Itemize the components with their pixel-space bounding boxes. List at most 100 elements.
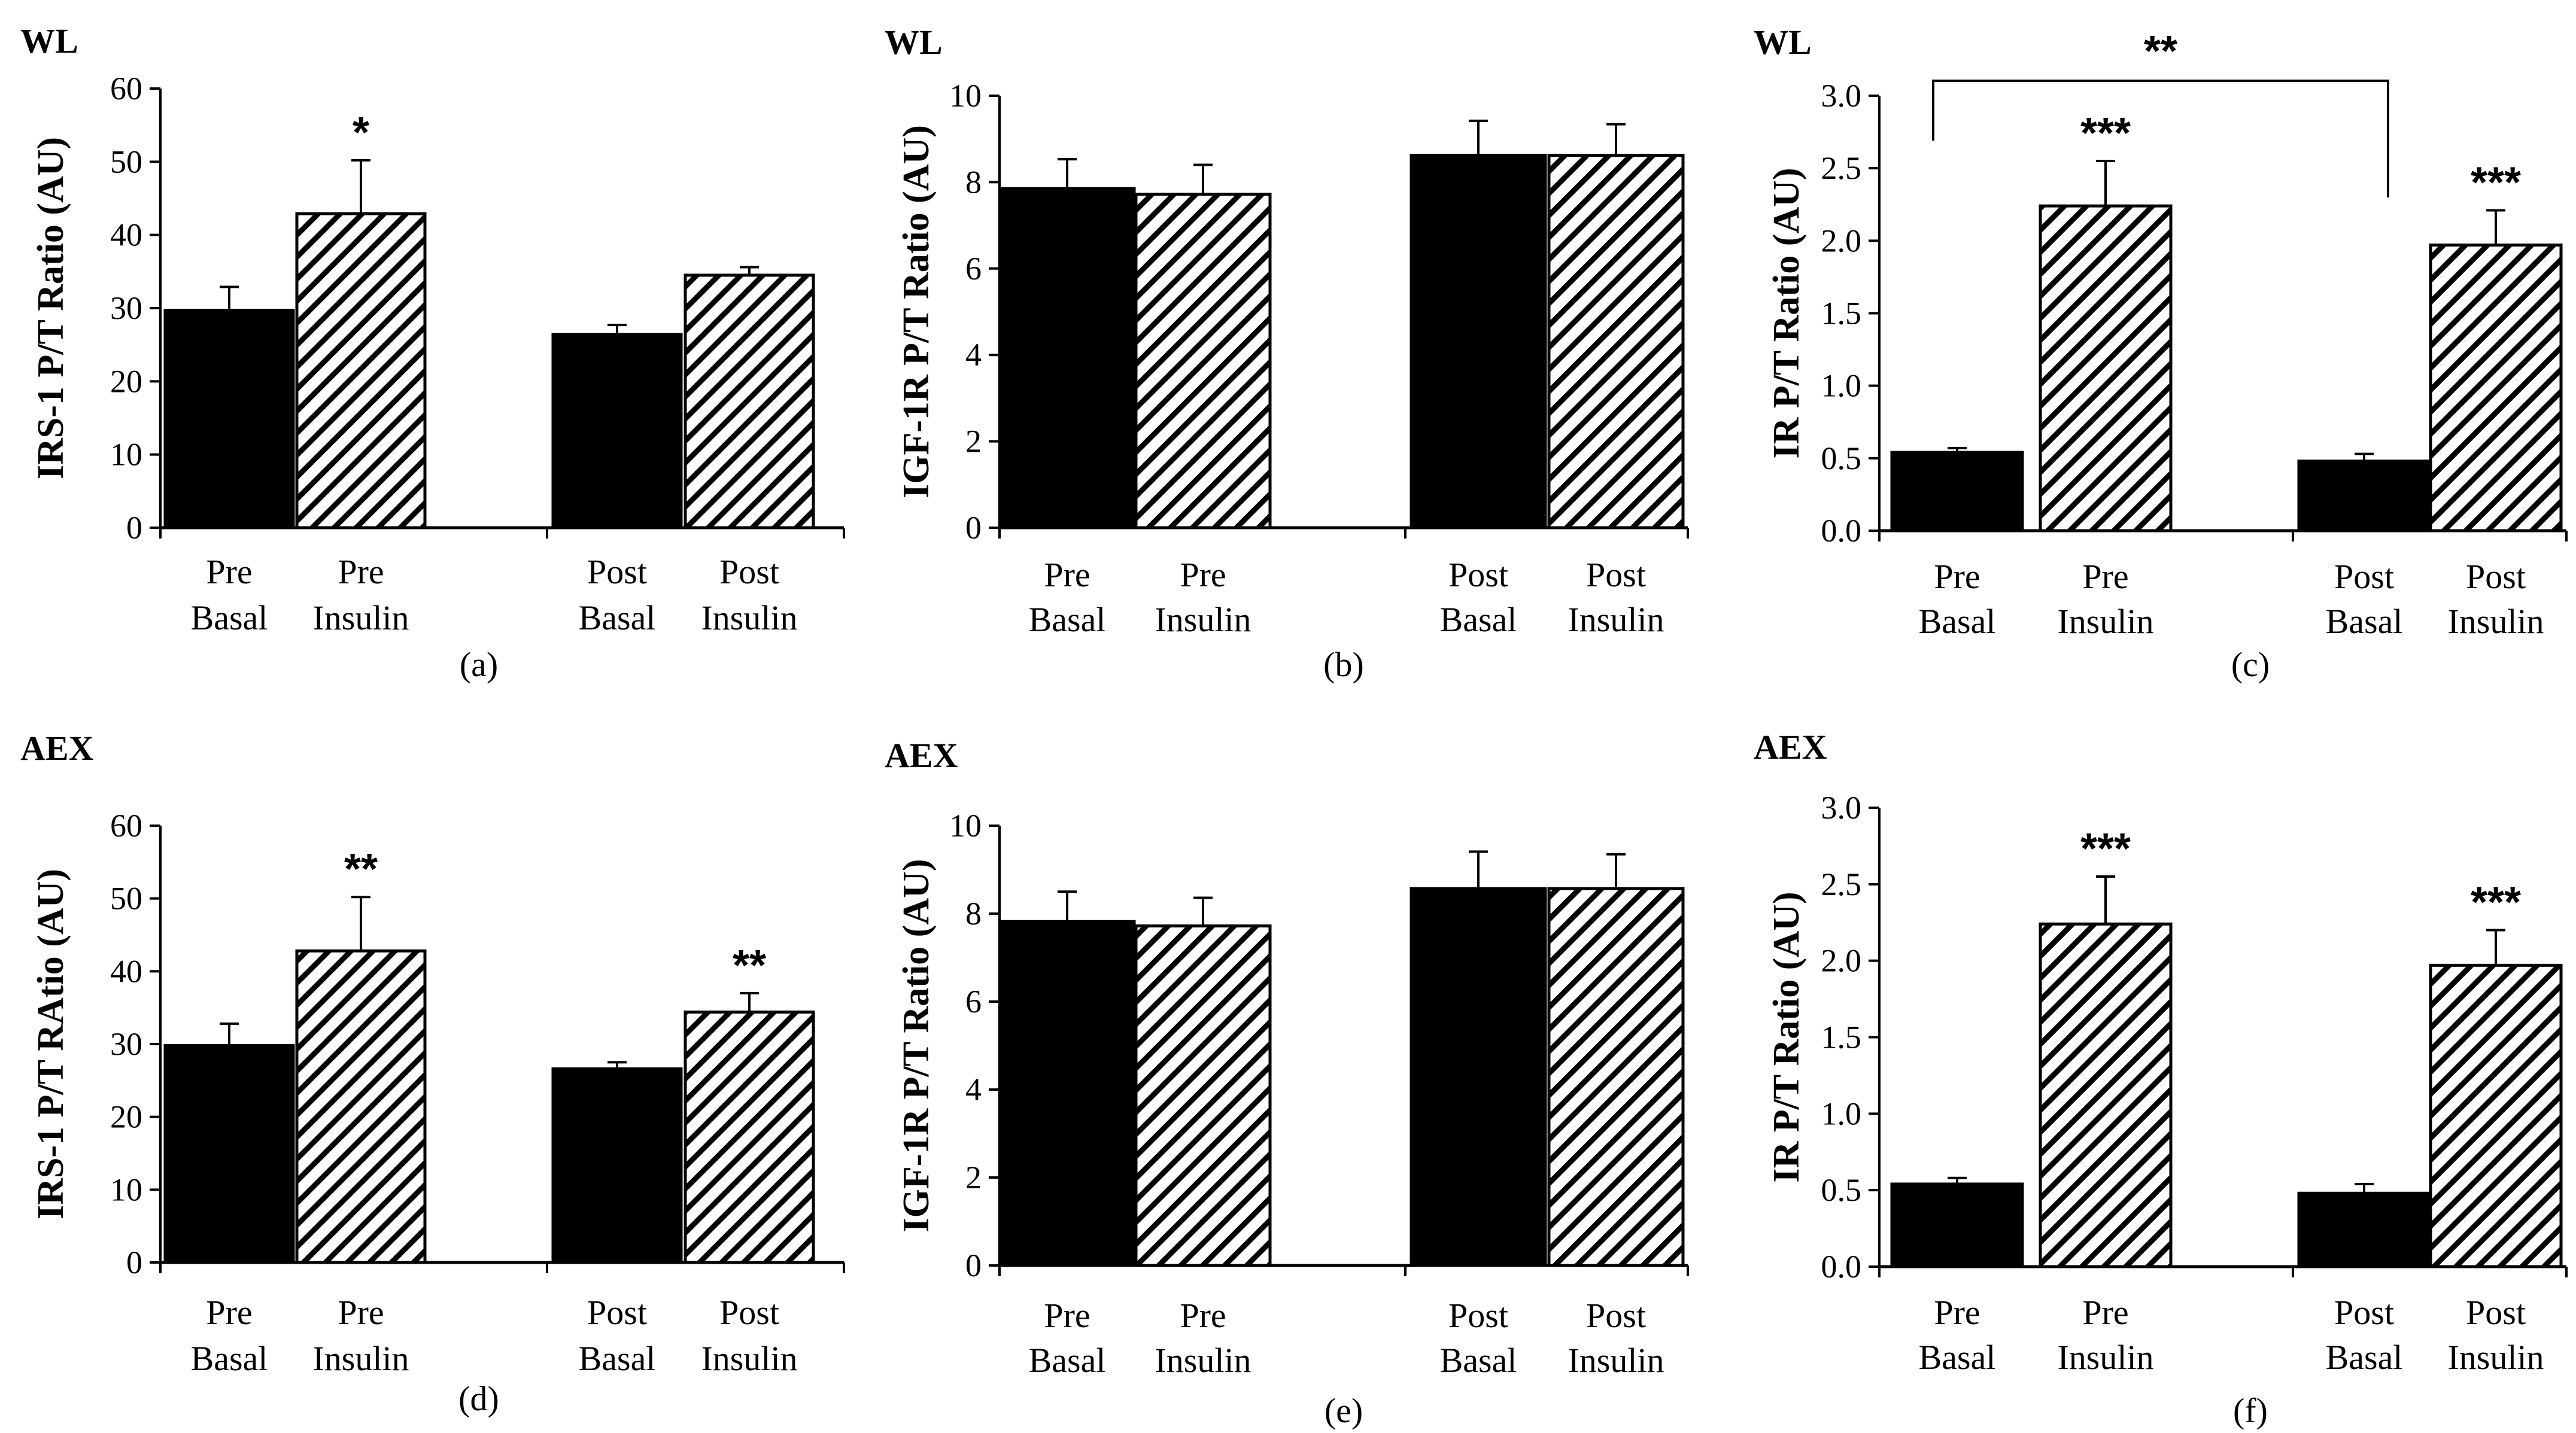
chart-panel-b: WL IGF-1R P/T Ratio (AU) 0 2 4 6 8 10 Pre Basal Pr… — [885, 23, 1689, 684]
x-category-label: Insulin — [312, 598, 409, 637]
x-category-label: Post — [719, 552, 779, 591]
y-tick-label: 2.0 — [1821, 223, 1862, 258]
x-category-label: Pre — [1044, 555, 1090, 594]
bar — [1890, 451, 2024, 533]
y-tick-label: 50 — [110, 881, 142, 917]
bar — [998, 187, 1136, 530]
x-category-label: Pre — [1044, 1296, 1090, 1335]
significance-label: *** — [2471, 879, 2521, 927]
y-tick-label: 10 — [110, 437, 142, 473]
y-tick-label: 0.0 — [1821, 513, 1862, 549]
y-tick-label: 1.0 — [1821, 368, 1862, 404]
y-tick-label: 8 — [965, 164, 982, 200]
bar — [1547, 887, 1685, 1267]
x-category-label: Post — [719, 1293, 779, 1332]
y-tick-label: 20 — [110, 1099, 142, 1135]
x-category-label: Pre — [1180, 555, 1226, 594]
bar — [295, 949, 427, 1264]
panel-label: (c) — [2231, 645, 2270, 684]
y-tick-label: 2.0 — [1821, 943, 1862, 979]
y-tick-label: 10 — [949, 78, 982, 114]
x-category-label: Pre — [2082, 557, 2128, 596]
y-axis-label: IR P/T Ratio (AU) — [1766, 168, 1807, 458]
x-category-label: Post — [2466, 1293, 2526, 1332]
x-category-label: Basal — [1029, 1341, 1106, 1380]
chart-panel-a: WL IRS-1 P/T Ratio (AU) 0 10 20 30 40 50 60 Pre Ba… — [20, 22, 845, 684]
x-category-label: Basal — [191, 598, 268, 637]
bar — [2429, 963, 2563, 1268]
y-axis-label: IRS-1 P/T RAtio (AU) — [31, 869, 71, 1219]
panel-label: (a) — [460, 645, 498, 684]
x-category-label: Insulin — [2447, 602, 2544, 641]
bracket-significance-label: ** — [2144, 28, 2177, 75]
x-category-label: Post — [1448, 555, 1508, 594]
x-category-label: Basal — [579, 1339, 656, 1378]
bar — [2429, 244, 2563, 533]
bar — [684, 1010, 815, 1264]
bar — [163, 1043, 295, 1264]
x-category-label: Post — [2334, 557, 2394, 596]
y-tick-label: 1.5 — [1821, 296, 1862, 331]
x-category-label: Post — [1448, 1296, 1508, 1335]
y-tick-label: 20 — [110, 363, 142, 399]
y-tick-label: 4 — [965, 337, 982, 373]
bar — [1134, 924, 1272, 1267]
y-tick-label: 3.0 — [1821, 78, 1862, 114]
x-category-label: Pre — [338, 1293, 384, 1332]
x-category-label: Post — [2334, 1293, 2394, 1332]
x-category-label: Basal — [1029, 600, 1106, 639]
y-tick-label: 30 — [110, 290, 142, 326]
bar — [2297, 1191, 2431, 1268]
y-tick-label: 60 — [110, 808, 142, 844]
y-tick-label: 0 — [126, 1245, 142, 1280]
y-axis-label: IGF-1R P/T Ratio (AU) — [896, 859, 937, 1233]
group-label: WL — [1754, 23, 1812, 62]
x-category-label: Pre — [206, 1293, 252, 1332]
y-tick-label: 4 — [965, 1072, 982, 1108]
significance-label: * — [353, 109, 369, 157]
group-label: AEX — [20, 729, 94, 768]
y-tick-label: 1.5 — [1821, 1020, 1862, 1055]
bar — [2039, 204, 2173, 533]
panel-label: (b) — [1323, 645, 1364, 684]
comparison-bracket — [1932, 80, 2389, 197]
y-tick-label: 0 — [965, 510, 982, 546]
bar — [1409, 887, 1547, 1267]
y-axis-label: IRS-1 P/T Ratio (AU) — [31, 137, 71, 479]
y-tick-label: 10 — [949, 808, 982, 844]
y-tick-label: 30 — [110, 1026, 142, 1062]
x-category-label: Pre — [2082, 1293, 2128, 1332]
significance-label: ** — [733, 942, 766, 990]
x-category-label: Insulin — [2057, 1338, 2153, 1377]
bar — [2039, 922, 2173, 1268]
bar — [1134, 193, 1272, 530]
y-tick-label: 1.0 — [1821, 1096, 1862, 1131]
x-category-label: Post — [587, 1293, 647, 1332]
x-category-label: Pre — [1934, 557, 1980, 596]
x-category-label: Basal — [1919, 602, 1996, 641]
x-category-label: Insulin — [1568, 600, 1664, 639]
y-axis-label: IGF-1R P/T Ratio (AU) — [896, 125, 937, 498]
y-tick-label: 0.5 — [1821, 440, 1862, 476]
chart-panel-e: AEX IGF-1R P/T Ratio (AU) 0 2 4 6 8 10 Pre Basal P… — [885, 736, 1689, 1430]
bar — [684, 273, 815, 530]
x-category-label: Basal — [1440, 1341, 1517, 1380]
x-category-label: Post — [587, 552, 647, 591]
x-category-label: Basal — [191, 1339, 268, 1378]
x-category-label: Pre — [1934, 1293, 1980, 1332]
y-tick-label: 6 — [965, 984, 982, 1020]
panel-label: (d) — [458, 1379, 499, 1418]
y-axis-label: IR P/T Ratio (AU) — [1766, 892, 1807, 1182]
x-category-label: Basal — [1919, 1338, 1996, 1377]
chart-panel-c: WL IR P/T Ratio (AU) 0.0 0.5 1.0 1.5 2.0 2.5 3.0… — [1754, 23, 2568, 684]
x-category-label: Post — [2466, 557, 2526, 596]
significance-label: *** — [2080, 825, 2131, 873]
y-tick-label: 0.0 — [1821, 1249, 1862, 1285]
y-tick-label: 2.5 — [1821, 150, 1862, 186]
bar — [1890, 1182, 2024, 1268]
x-category-label: Insulin — [2057, 602, 2153, 641]
x-category-label: Post — [1586, 555, 1646, 594]
group-label: WL — [885, 23, 943, 62]
y-tick-label: 6 — [965, 251, 982, 287]
